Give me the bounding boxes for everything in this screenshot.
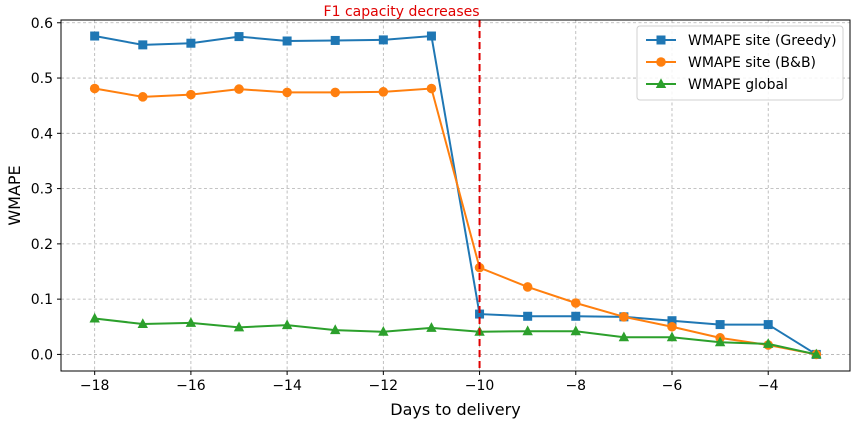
data-point [570, 298, 581, 308]
data-point [186, 89, 196, 100]
series-line [94, 317, 817, 356]
data-point [233, 321, 245, 332]
data-point [619, 312, 629, 322]
data-point [570, 325, 581, 336]
data-point [378, 87, 389, 97]
data-point [475, 309, 485, 319]
data-point [522, 325, 533, 336]
legend-marker [655, 78, 667, 88]
data-point [667, 321, 677, 332]
series-line [94, 87, 817, 356]
x-tick-label: −4 [758, 378, 779, 394]
legend-box [636, 25, 844, 101]
series-2 [89, 312, 822, 359]
data-point [90, 31, 100, 41]
legend: WMAPE site (Greedy) WMAPE site (B&B) WMAPE… [636, 25, 844, 101]
legend-label: WMAPE global [688, 77, 788, 93]
data-point [378, 325, 389, 336]
data-point [522, 282, 533, 292]
annotation-label: F1 capacity decreases [324, 4, 480, 20]
data-point [330, 324, 341, 335]
data-point [281, 319, 293, 330]
data-point [715, 320, 725, 330]
y-tick-label: 0.1 [31, 292, 53, 308]
data-point [426, 83, 437, 94]
data-point [426, 322, 437, 332]
x-tick-label: −14 [272, 378, 302, 394]
data-point [571, 311, 581, 321]
data-point [523, 311, 533, 321]
x-tick-label: −10 [465, 378, 495, 394]
plot-frame [60, 19, 851, 372]
x-tick-label: −6 [662, 378, 683, 394]
legend-marker [656, 57, 666, 67]
data-point [185, 317, 197, 327]
data-point [89, 312, 100, 323]
series-group [89, 31, 822, 360]
x-tick-label: −12 [369, 378, 399, 394]
x-axis: −18 −16 −14 −12 −10 −8 −6 −4 [80, 371, 779, 394]
series-1 [89, 83, 822, 360]
data-point [667, 316, 677, 326]
legend-label: WMAPE site (Greedy) [688, 33, 837, 49]
data-point [234, 32, 244, 42]
data-point [234, 84, 244, 94]
data-point [426, 31, 436, 41]
y-axis: 0.0 0.1 0.2 0.3 0.4 0.5 0.6 [31, 16, 61, 363]
y-axis-label: WMAPE [5, 165, 24, 225]
legend-entry: WMAPE site (B&B) [646, 55, 816, 71]
legend-entry: WMAPE site (Greedy) [646, 33, 837, 49]
data-point [666, 331, 678, 342]
data-point [618, 331, 630, 342]
data-point [763, 338, 774, 348]
data-point [714, 336, 726, 347]
y-tick-label: 0.3 [31, 182, 53, 198]
x-tick-label: −8 [565, 378, 586, 394]
legend-entry: WMAPE global [646, 77, 788, 93]
data-point [138, 40, 148, 50]
data-point [186, 38, 196, 48]
data-point [330, 87, 341, 98]
data-point [811, 348, 822, 359]
y-tick-label: 0.2 [31, 237, 53, 253]
y-tick-label: 0.4 [31, 126, 53, 142]
legend-label: WMAPE site (B&B) [688, 55, 816, 71]
annotation-group: F1 capacity decreases [324, 4, 481, 371]
y-tick-label: 0.0 [31, 347, 53, 363]
data-point [89, 83, 100, 94]
data-point [378, 35, 388, 45]
legend-marker [656, 35, 666, 45]
data-point [137, 92, 148, 102]
x-tick-label: −16 [176, 378, 206, 394]
data-point [282, 87, 292, 98]
y-tick-label: 0.6 [31, 16, 53, 32]
x-axis-label: Days to delivery [390, 400, 520, 419]
x-tick-label: −18 [80, 378, 110, 394]
data-point [137, 318, 148, 329]
data-point [282, 36, 292, 46]
data-point [330, 35, 340, 45]
data-point [763, 320, 773, 330]
y-tick-label: 0.5 [31, 71, 53, 87]
